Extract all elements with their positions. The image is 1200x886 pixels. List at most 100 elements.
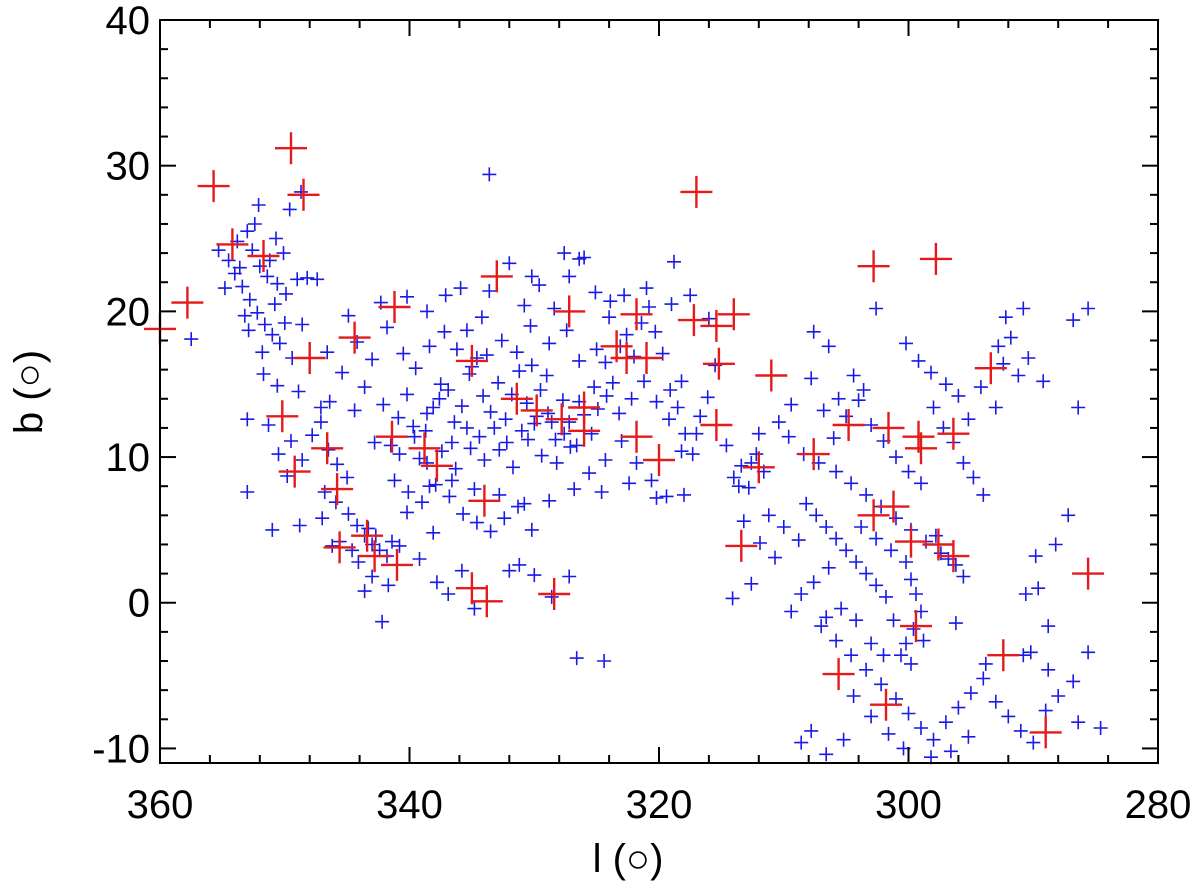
blue-point — [422, 479, 437, 494]
blue-point — [761, 508, 776, 523]
plot-frame — [159, 19, 1159, 764]
red-point — [470, 585, 503, 618]
blue-point — [799, 496, 814, 511]
blue-point — [991, 339, 1006, 354]
blue-point — [846, 368, 861, 383]
x-axis-title: l (○) — [593, 837, 664, 881]
red-point — [553, 295, 586, 328]
blue-point — [846, 689, 861, 703]
blue-point — [400, 505, 414, 520]
blue-point — [310, 272, 325, 287]
blue-point — [330, 457, 345, 472]
y-tick-label: 20 — [106, 290, 151, 334]
blue-point — [911, 353, 926, 368]
x-tick-label: 300 — [875, 783, 942, 827]
blue-point — [250, 305, 265, 320]
red-point — [216, 228, 249, 261]
blue-point — [906, 622, 921, 636]
red-point — [468, 484, 501, 517]
blue-point — [978, 656, 993, 671]
blue-point — [751, 426, 766, 441]
blue-point — [420, 304, 434, 319]
y-tick-label: 30 — [106, 145, 151, 189]
blue-point — [582, 466, 597, 481]
blue-point — [517, 496, 532, 511]
blue-point — [477, 453, 492, 467]
blue-point — [257, 317, 272, 332]
red-point — [1072, 557, 1105, 590]
red-point — [900, 610, 932, 643]
blue-point — [514, 423, 529, 438]
red-point — [247, 240, 280, 272]
blue-point — [392, 447, 407, 462]
blue-point — [487, 420, 502, 435]
blue-point — [483, 404, 498, 419]
blue-point — [548, 432, 563, 447]
blue-point — [406, 419, 421, 434]
y-tick-label: 0 — [128, 582, 150, 626]
blue-point — [569, 438, 584, 453]
x-tick-label: 320 — [626, 783, 693, 827]
blue-point — [295, 317, 310, 332]
blue-point — [819, 610, 834, 625]
blue-point — [603, 294, 618, 309]
blue-point — [317, 485, 332, 499]
y-tick-label: 40 — [106, 0, 151, 43]
blue-point — [864, 418, 879, 432]
blue-point — [335, 365, 350, 380]
blue-point — [469, 515, 484, 530]
blue-point — [420, 406, 434, 421]
red-point — [822, 658, 855, 691]
blue-point — [839, 543, 854, 558]
red-point — [420, 449, 453, 482]
blue-point — [474, 310, 489, 325]
y-tick-label: 10 — [106, 436, 151, 480]
red-point — [877, 490, 910, 523]
blue-point — [492, 487, 507, 502]
blue-point — [1071, 400, 1086, 415]
blue-point — [854, 520, 869, 534]
blue-point — [831, 391, 846, 406]
red-point — [797, 438, 830, 471]
blue-point — [869, 578, 884, 593]
blue-point — [998, 310, 1013, 325]
blue-point — [420, 455, 434, 470]
blue-point — [901, 464, 916, 479]
blue-point — [1081, 301, 1096, 316]
blue-point — [589, 342, 604, 357]
red-point — [358, 540, 391, 573]
blue-point — [381, 578, 396, 593]
blue-point — [859, 662, 874, 677]
blue-point — [256, 367, 271, 381]
blue-point — [1018, 587, 1033, 601]
blue-point — [938, 715, 953, 730]
blue-point — [1013, 723, 1028, 738]
blue-point — [534, 448, 549, 463]
blue-point — [325, 538, 340, 553]
blue-point — [247, 217, 262, 231]
blue-point — [559, 323, 574, 338]
blue-point — [1011, 368, 1026, 383]
blue-point — [444, 435, 459, 450]
blue-point — [441, 383, 456, 397]
blue-point — [265, 327, 280, 342]
red-point — [480, 260, 513, 293]
blue-point — [844, 648, 859, 663]
blue-point — [279, 286, 293, 301]
blue-point — [1041, 662, 1056, 677]
blue-point — [662, 412, 676, 427]
tick-labels-layer: 360 340 320 300 280 -10 0 10 20 30 40 — [92, 0, 1191, 827]
blue-point — [462, 367, 477, 381]
blue-point — [240, 485, 255, 499]
blue-point — [408, 361, 423, 376]
blue-point — [916, 633, 931, 648]
blue-point — [914, 721, 928, 735]
blue-point — [498, 412, 513, 427]
red-point — [702, 347, 735, 380]
red-point — [643, 444, 675, 476]
blue-point — [412, 552, 427, 566]
blue-point — [899, 636, 913, 651]
red-point — [275, 132, 307, 165]
blue-point — [463, 441, 478, 456]
blue-point — [889, 511, 903, 526]
